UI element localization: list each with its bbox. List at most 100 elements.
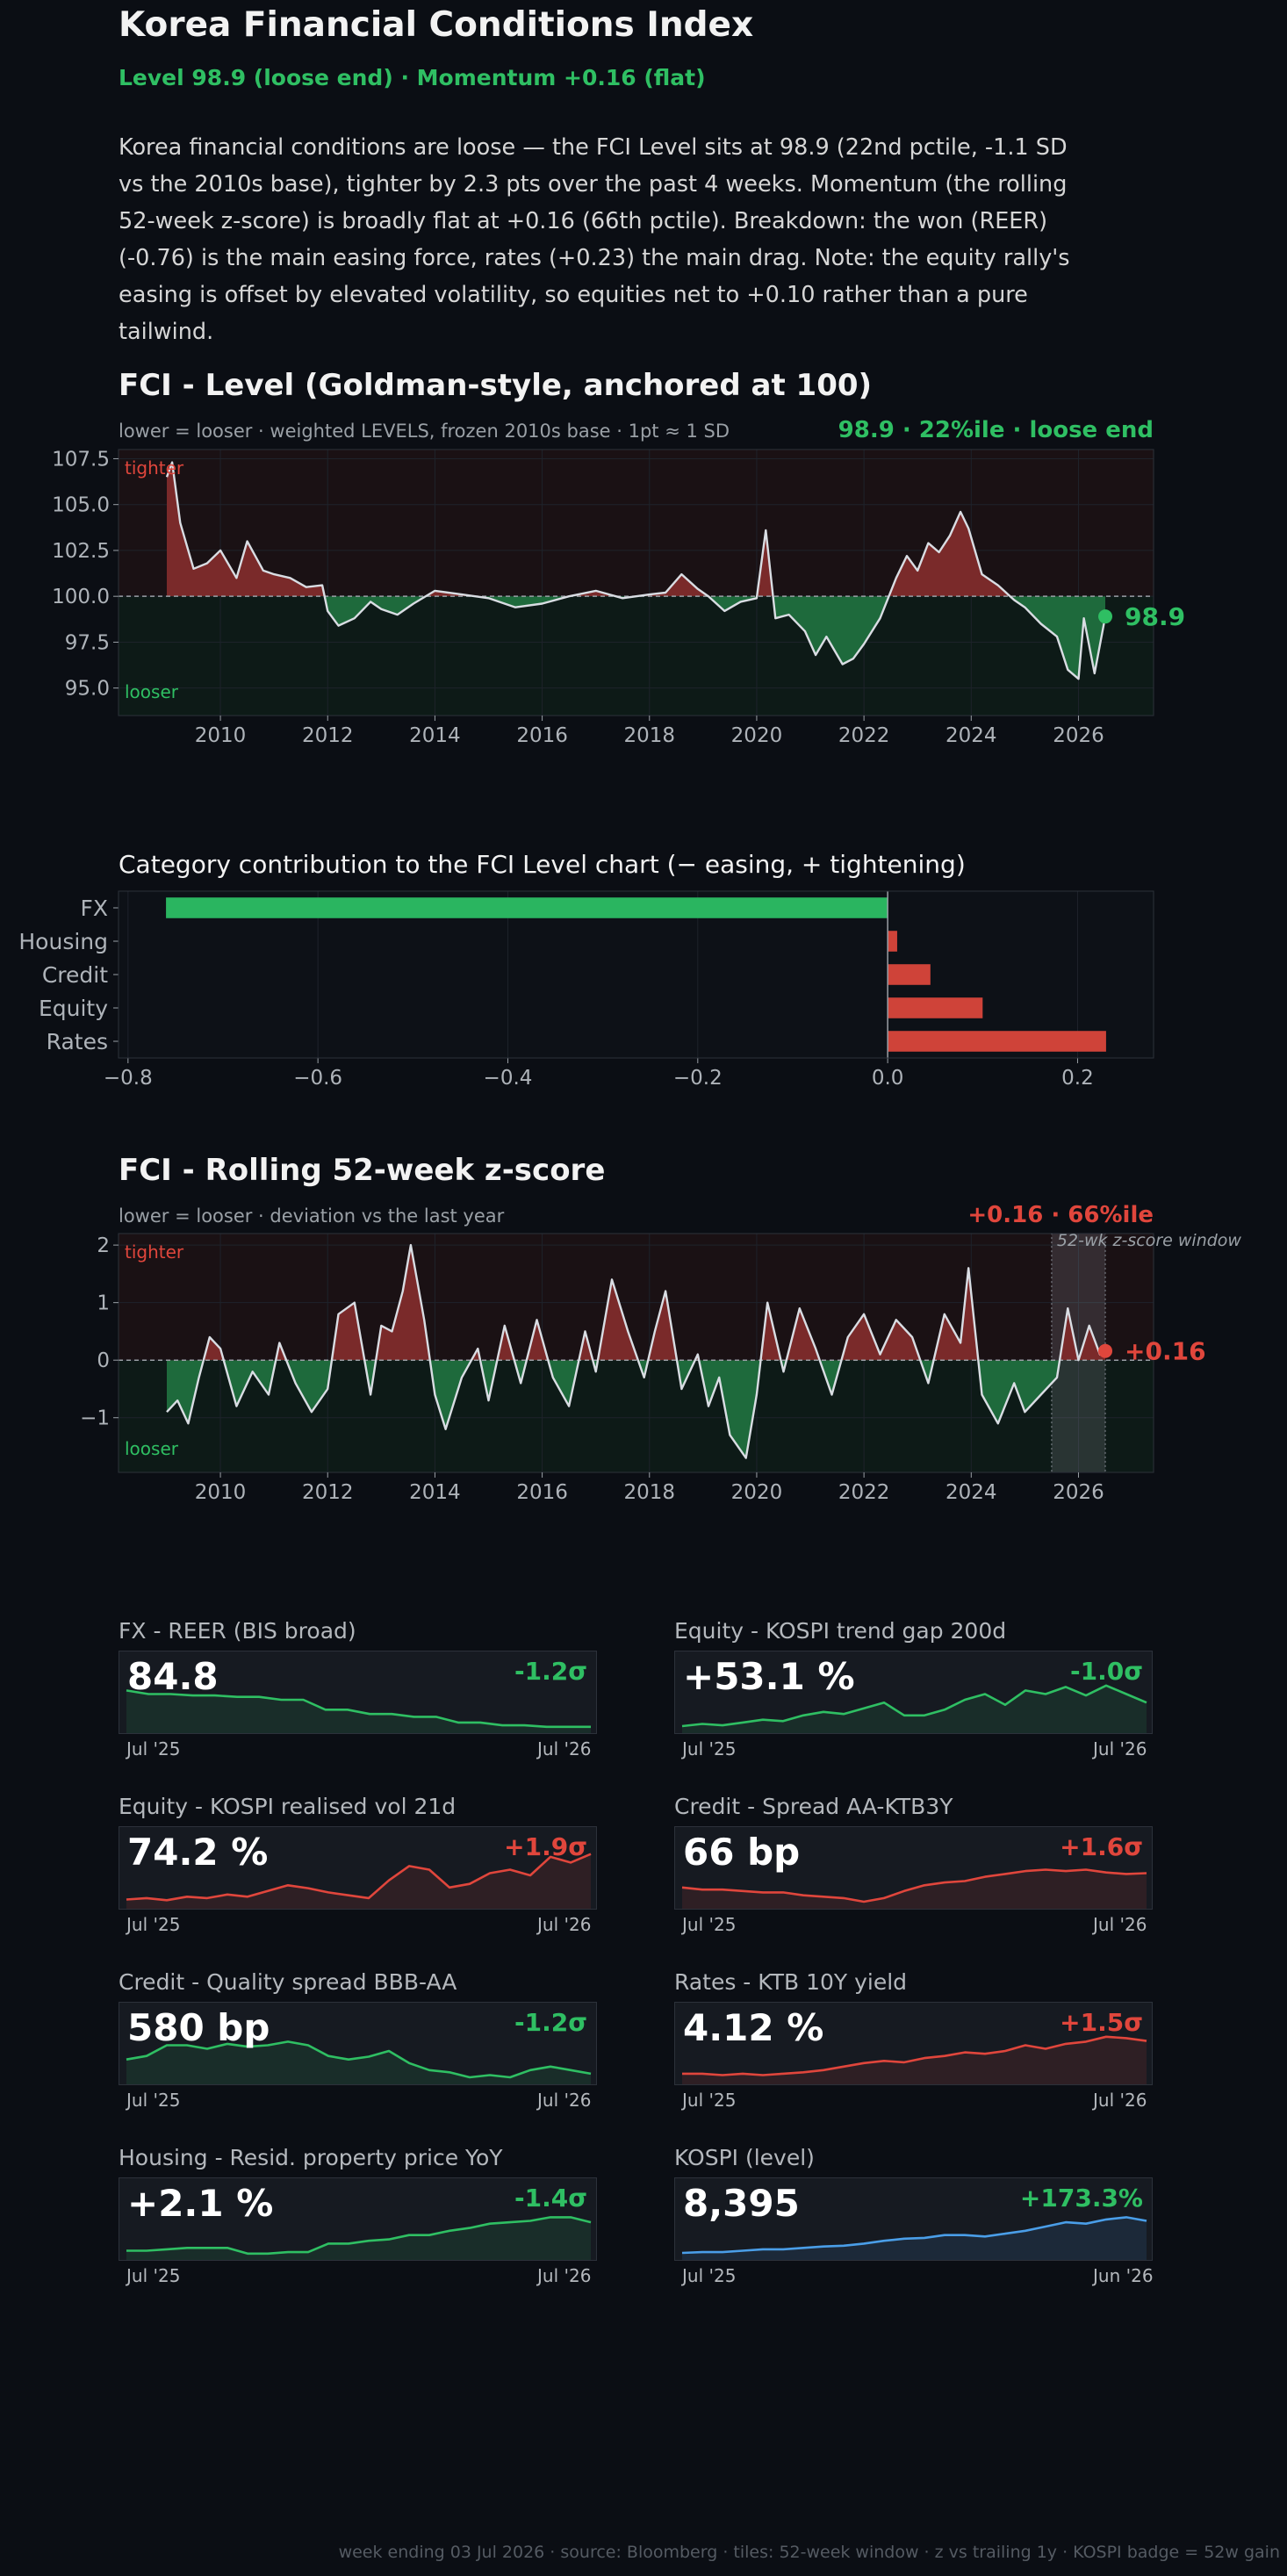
sparkline-line [681, 2216, 1147, 2255]
y-tick-label: 102.5 [52, 540, 110, 563]
sparkline-fill [682, 1869, 1147, 1909]
x-tick-label: 2012 [302, 1481, 354, 1504]
x-tick-label: 2016 [516, 1481, 568, 1504]
plot-frame [118, 890, 1154, 1059]
sparkline-line [682, 2035, 1147, 2076]
x-tick-label: 2022 [838, 1481, 890, 1504]
level-chart: 2010 2012 2014 2016 2018 2020 2022 2024 2026 95.0… [52, 448, 1185, 747]
x-tick-label: −0.2 [673, 1067, 723, 1090]
x-tick-label: 2012 [302, 724, 354, 747]
page-subtitle: Level 98.9 (loose end) · Momentum +0.16 … [119, 65, 706, 90]
y-tick-label: 95.0 [65, 678, 110, 701]
category-label: Equity [39, 996, 108, 1021]
tile-x-start: Jul '25 [682, 2090, 737, 2111]
tile-z-badge: -1.2σ [514, 2008, 587, 2037]
x-tick-label: 2024 [945, 724, 997, 747]
bar-fx [166, 897, 888, 918]
tile-x-start: Jul '25 [126, 1914, 181, 1935]
tile-x-start: Jul '25 [682, 1914, 737, 1935]
looser-label: looser [125, 1438, 179, 1459]
tile-z-badge: -1.2σ [514, 1657, 587, 1686]
tile-value: 66 bp [683, 1831, 801, 1874]
sparkline [126, 2040, 592, 2084]
indicator-tile: 580 bp -1.2σ [119, 2002, 597, 2085]
y-tick-label: 107.5 [52, 448, 110, 471]
indicator-tile: 84.8 -1.2σ [119, 1651, 597, 1734]
series-line [166, 1243, 1106, 1459]
indicator-tile: +2.1 % -1.4σ [119, 2177, 597, 2261]
x-tick-label: 2018 [623, 1481, 675, 1504]
tile-x-end: Jul '26 [537, 1914, 592, 1935]
bar-housing [888, 931, 897, 952]
sparkline-fill [126, 1690, 591, 1733]
tile-x-end: Jul '26 [1093, 1914, 1147, 1935]
tile-value: 8,395 [683, 2182, 800, 2225]
level-chart-title: FCI - Level (Goldman-style, anchored at … [119, 368, 873, 403]
tile-title: Housing - Resid. property price YoY [119, 2145, 503, 2170]
y-tick-label: 2 [97, 1234, 110, 1257]
tighter-zone [119, 1234, 1154, 1361]
x-tick-label: 2018 [623, 724, 675, 747]
x-tick-label: 2024 [945, 1481, 997, 1504]
tighter-label: tighter [125, 457, 184, 479]
tile-title: FX - REER (BIS broad) [119, 1618, 356, 1644]
tile-x-end: Jul '26 [537, 2090, 592, 2111]
tile-value: +2.1 % [127, 2182, 274, 2225]
indicator-tile: 74.2 % +1.9σ [119, 1826, 597, 1910]
x-tick-label: 2026 [1053, 724, 1104, 747]
tile-value: 84.8 [127, 1655, 219, 1698]
y-tick-label: −1 [80, 1407, 110, 1430]
x-tick-label: −0.6 [293, 1067, 342, 1090]
zscore-chart: 2010 2012 2014 2016 2018 2020 2022 2024 2026 −1 0 1… [80, 1231, 1241, 1504]
tile-z-badge: +1.5σ [1060, 2008, 1143, 2037]
tile-title: KOSPI (level) [674, 2145, 815, 2170]
tile-value: 74.2 % [127, 1831, 269, 1874]
sparkline-fill [126, 2041, 591, 2084]
indicator-tile: +53.1 % -1.0σ [674, 1651, 1153, 1734]
sparkline [682, 2035, 1147, 2084]
sparkline-line [681, 1684, 1147, 1728]
sparkline [126, 2216, 592, 2260]
tile-x-start: Jul '25 [682, 1738, 737, 1759]
x-tick-label: 2014 [409, 724, 461, 747]
footer-note: week ending 03 Jul 2026 · source: Bloomb… [338, 2543, 1280, 2562]
x-tick-label: 0.2 [1061, 1067, 1094, 1090]
end-value-label: +0.16 [1125, 1337, 1206, 1366]
y-tick-label: 105.0 [52, 494, 110, 517]
tile-title: Equity - KOSPI trend gap 200d [674, 1618, 1007, 1644]
tile-z-badge: -1.4σ [514, 2184, 587, 2213]
end-marker [1098, 1343, 1113, 1358]
tile-x-end: Jul '26 [1093, 1738, 1147, 1759]
y-tick-label: 100.0 [52, 586, 110, 608]
sparkline [681, 1868, 1147, 1909]
sparkline-line [126, 1853, 592, 1902]
zscore-chart-caption: lower = looser · deviation vs the last y… [119, 1205, 505, 1227]
x-tick-label: 2026 [1053, 1481, 1104, 1504]
sparkline-line [126, 2216, 592, 2256]
x-tick-label: −0.4 [484, 1067, 533, 1090]
tile-x-start: Jul '25 [126, 1738, 181, 1759]
tile-title: Credit - Spread AA-KTB3Y [674, 1794, 953, 1819]
sparkline-line [126, 2040, 592, 2079]
tile-x-end: Jul '26 [1093, 2090, 1147, 2111]
y-tick-label: 0 [97, 1349, 110, 1372]
looser-zone [119, 596, 1154, 716]
sparkline-line [681, 1868, 1147, 1903]
category-label: FX [80, 896, 108, 921]
tile-title: Equity - KOSPI realised vol 21d [119, 1794, 457, 1819]
y-tick-label: 97.5 [65, 631, 110, 654]
series-line [165, 461, 1107, 680]
tile-title: Credit - Quality spread BBB-AA [119, 1969, 457, 1995]
x-tick-label: 2010 [195, 724, 247, 747]
x-tick-label: 2014 [409, 1481, 461, 1504]
category-label: Credit [42, 962, 108, 988]
plot-frame [118, 1233, 1154, 1473]
tile-value: 4.12 % [683, 2006, 824, 2049]
tile-x-start: Jul '25 [126, 2090, 181, 2111]
sparkline [681, 1684, 1147, 1733]
indicator-tile: 8,395 +173.3% [674, 2177, 1153, 2261]
bar-credit [888, 964, 931, 985]
tile-x-start: Jul '25 [682, 2265, 737, 2286]
tile-z-badge: +1.6σ [1060, 1832, 1143, 1861]
tile-x-end: Jul '26 [537, 2265, 592, 2286]
